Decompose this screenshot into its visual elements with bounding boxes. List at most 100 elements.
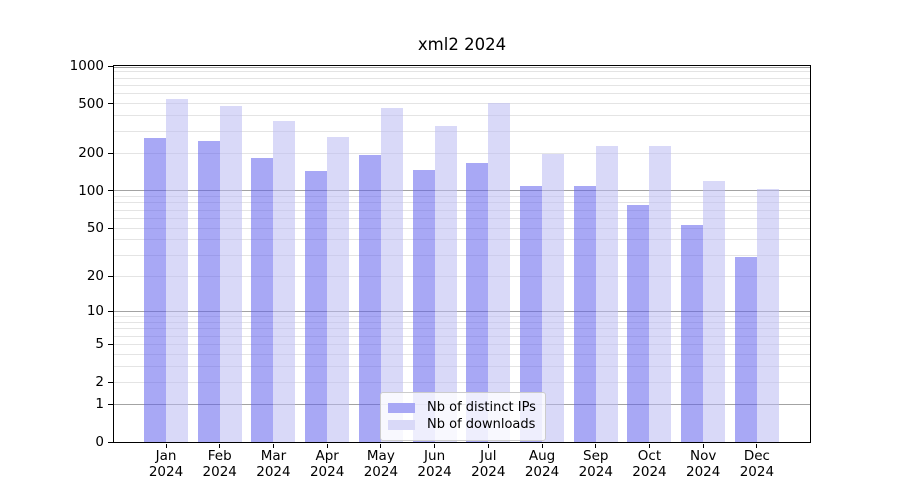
y-tick-mark xyxy=(108,441,113,443)
bar-downloads-aug xyxy=(542,153,565,442)
minor-gridline xyxy=(114,93,810,95)
minor-gridline xyxy=(114,103,810,105)
bar-distinct-ips-jul xyxy=(466,162,489,442)
minor-gridline xyxy=(114,84,810,86)
x-tick-month: Nov xyxy=(690,448,717,464)
major-gridline xyxy=(114,66,810,68)
x-tick-month: Aug xyxy=(528,448,556,464)
y-axis-tick-label: 5 xyxy=(95,336,104,353)
bar-downloads-jun xyxy=(434,125,457,442)
bar-distinct-ips-apr xyxy=(305,170,328,442)
x-axis-tick-label: Mar 2024 xyxy=(241,448,305,480)
x-tick-year: 2024 xyxy=(417,463,452,480)
minor-gridline xyxy=(114,366,810,368)
x-axis-tick-label: Dec 2024 xyxy=(725,448,789,480)
minor-gridline xyxy=(114,130,810,132)
x-axis-tick-label: Nov 2024 xyxy=(671,448,735,480)
minor-gridline xyxy=(114,316,810,318)
bar-distinct-ips-dec xyxy=(734,256,757,442)
legend-swatch-distinct-ips-icon xyxy=(388,402,415,413)
minor-gridline xyxy=(114,152,810,154)
y-tick-mark xyxy=(108,152,113,154)
minor-gridline xyxy=(114,353,810,355)
minor-gridline xyxy=(114,321,810,323)
x-tick-mark xyxy=(756,444,758,448)
y-tick-mark xyxy=(108,275,113,277)
x-axis-tick-label: Jun 2024 xyxy=(403,448,467,480)
y-axis-tick-label: 10 xyxy=(86,303,104,320)
bar-downloads-dec xyxy=(756,188,779,442)
bar-distinct-ips-mar xyxy=(251,157,274,442)
x-axis-tick-label: Sep 2024 xyxy=(564,448,628,480)
x-tick-mark xyxy=(434,444,436,448)
legend-label-downloads: Nb of downloads xyxy=(427,417,536,432)
chart-title: xml2 2024 xyxy=(417,35,507,54)
x-axis-tick-label: Jul 2024 xyxy=(456,448,520,480)
y-tick-mark xyxy=(108,65,113,67)
bar-distinct-ips-nov xyxy=(681,224,704,442)
bar-distinct-ips-sep xyxy=(573,185,596,442)
x-tick-year: 2024 xyxy=(471,463,506,480)
minor-gridline xyxy=(114,239,810,241)
x-tick-mark xyxy=(541,444,543,448)
x-tick-year: 2024 xyxy=(148,463,184,480)
x-tick-month: Apr xyxy=(315,448,339,464)
y-axis-tick-label: 1000 xyxy=(69,58,104,74)
x-tick-year: 2024 xyxy=(202,463,237,480)
x-tick-year: 2024 xyxy=(309,463,345,480)
bar-downloads-mar xyxy=(273,120,296,442)
legend-label-distinct-ips: Nb of distinct IPs xyxy=(427,400,536,415)
x-tick-month: Jul xyxy=(480,448,497,464)
y-tick-mark xyxy=(108,103,113,105)
x-axis-tick-label: Feb 2024 xyxy=(188,448,252,480)
minor-gridline xyxy=(114,115,810,117)
x-axis-tick-label: Jan 2024 xyxy=(134,448,198,480)
y-axis-tick-label: 0 xyxy=(95,434,104,450)
y-tick-mark xyxy=(108,190,113,192)
y-axis-tick-label: 20 xyxy=(86,268,104,285)
bar-downloads-feb xyxy=(219,106,242,442)
x-tick-mark xyxy=(272,444,274,448)
y-tick-mark xyxy=(108,343,113,345)
x-tick-year: 2024 xyxy=(524,463,560,480)
x-tick-month: May xyxy=(366,448,395,464)
y-tick-mark xyxy=(108,310,113,312)
x-tick-year: 2024 xyxy=(686,463,721,480)
major-gridline xyxy=(114,311,810,312)
legend-row-distinct-ips: Nb of distinct IPs xyxy=(388,400,536,415)
x-tick-mark xyxy=(595,444,597,448)
minor-gridline xyxy=(114,202,810,204)
minor-gridline xyxy=(114,217,810,219)
legend-row-downloads: Nb of downloads xyxy=(388,417,536,432)
x-axis-tick-label: Apr 2024 xyxy=(295,448,359,480)
bar-distinct-ips-feb xyxy=(197,140,220,442)
x-tick-mark xyxy=(165,444,167,448)
bar-downloads-may xyxy=(380,107,403,442)
legend-swatch-downloads-icon xyxy=(388,419,415,430)
x-tick-year: 2024 xyxy=(578,463,613,480)
x-tick-month: Dec xyxy=(743,448,770,464)
x-axis-tick-label: May 2024 xyxy=(349,448,413,480)
x-tick-month: Feb xyxy=(207,448,232,464)
bar-downloads-apr xyxy=(327,136,350,442)
minor-gridline xyxy=(114,196,810,198)
bar-downloads-oct xyxy=(649,146,672,442)
minor-gridline xyxy=(114,381,810,383)
bar-downloads-sep xyxy=(595,146,618,442)
minor-gridline xyxy=(114,77,810,79)
minor-gridline xyxy=(114,71,810,73)
bar-downloads-nov xyxy=(703,181,726,442)
bar-distinct-ips-aug xyxy=(520,185,543,442)
y-axis-tick-label: 100 xyxy=(78,182,104,199)
y-axis-tick-label: 50 xyxy=(86,220,104,236)
x-tick-month: Mar xyxy=(260,448,287,464)
y-axis-tick-label: 500 xyxy=(78,95,104,112)
x-axis-tick-label: Aug 2024 xyxy=(510,448,574,480)
x-tick-month: Jun xyxy=(424,448,446,464)
bar-downloads-jul xyxy=(488,102,511,442)
x-tick-mark xyxy=(380,444,382,448)
x-tick-year: 2024 xyxy=(632,463,667,480)
x-tick-year: 2024 xyxy=(256,463,291,480)
x-tick-month: Jan xyxy=(155,448,177,464)
bar-distinct-ips-oct xyxy=(627,204,650,442)
